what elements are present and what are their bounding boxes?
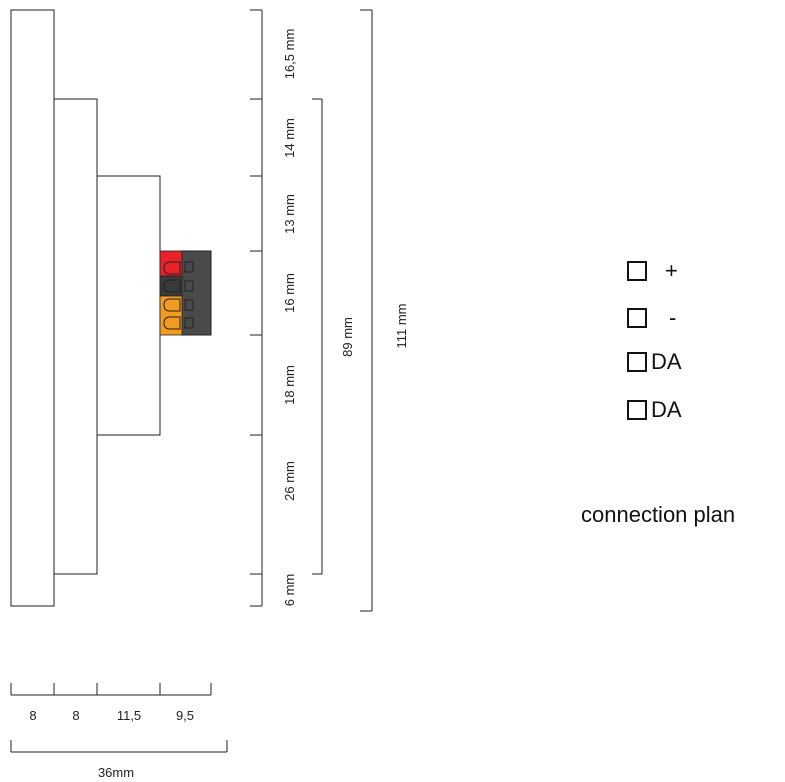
hdim-label-3: 11,5	[117, 708, 141, 723]
terminal-square-icon	[627, 308, 647, 328]
terminal-square-icon	[627, 400, 647, 420]
plan-terminal-da-2: DA	[627, 397, 682, 423]
housing-base-plate	[10, 9, 55, 607]
total-width-label: 36mm	[98, 765, 134, 780]
span-label-outer: 111 mm	[394, 303, 409, 348]
vertical-dimension-labels: 16,5 mm 14 mm 13 mm 16 mm 18 mm 26 mm 6 …	[282, 29, 297, 607]
dim-label-16: 16 mm	[282, 273, 297, 313]
plan-terminal-plus: +	[627, 258, 678, 284]
housing-step-2	[96, 175, 161, 436]
span-bracket-outer	[360, 9, 373, 612]
dim-label-6: 6 mm	[282, 574, 297, 607]
dim-label-13: 13 mm	[282, 194, 297, 234]
terminal-block	[159, 250, 212, 336]
plan-terminal-minus: -	[627, 305, 676, 331]
plan-terminal-label: +	[665, 258, 678, 283]
dim-label-26: 26 mm	[282, 461, 297, 501]
span-bracket-inner	[312, 98, 323, 575]
plan-terminal-label: DA	[651, 397, 682, 422]
terminal-black	[159, 275, 183, 297]
terminal-housing	[180, 250, 212, 336]
hdim-label-1: 8	[29, 708, 36, 723]
dim-label-14: 14 mm	[282, 118, 297, 158]
total-width-bracket	[10, 740, 228, 753]
terminal-clamps	[163, 261, 194, 330]
dim-label-16-5: 16,5 mm	[282, 29, 297, 80]
terminal-square-icon	[627, 352, 647, 372]
horizontal-dimension-labels: 8 8 11,5 9,5	[29, 708, 194, 723]
plan-terminal-da-1: DA	[627, 349, 682, 375]
terminal-red	[159, 250, 183, 277]
hdim-label-2: 8	[72, 708, 79, 723]
terminal-square-icon	[627, 261, 647, 281]
span-label-inner: 89 mm	[340, 317, 355, 357]
terminal-orange	[159, 295, 183, 336]
plan-terminal-label: DA	[651, 349, 682, 374]
housing-outline	[10, 9, 161, 607]
hdim-label-4: 9,5	[176, 708, 194, 723]
connection-plan-caption: connection plan	[581, 502, 736, 527]
vertical-dimension-line	[250, 9, 263, 607]
plan-terminal-label: -	[669, 305, 677, 330]
housing-step-1	[53, 98, 98, 575]
dim-label-18: 18 mm	[282, 365, 297, 405]
horizontal-dimension-line	[10, 683, 212, 696]
